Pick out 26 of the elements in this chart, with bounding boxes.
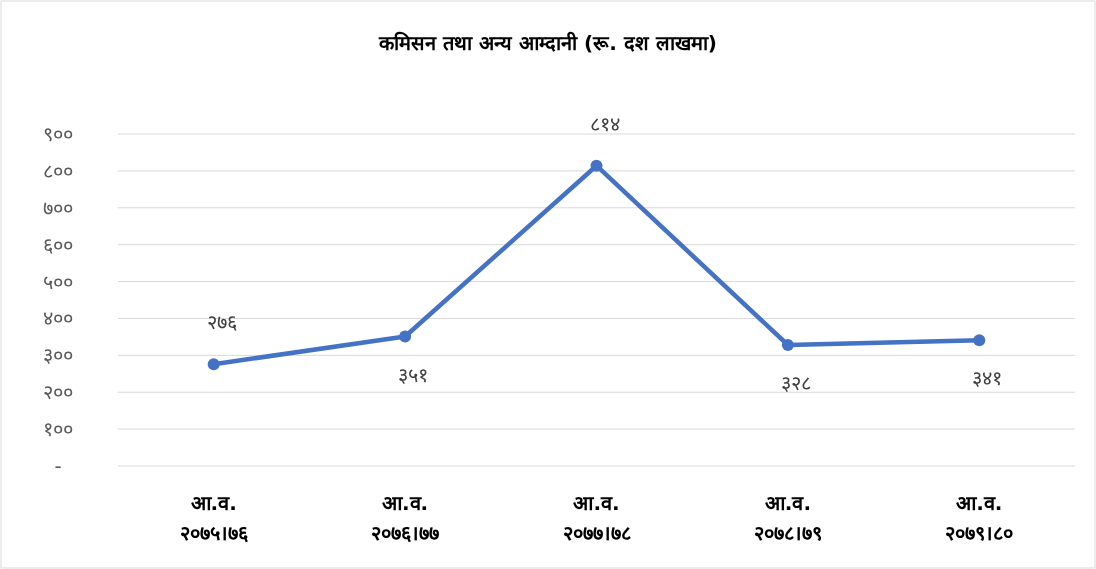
data-label: ३४१ bbox=[972, 366, 1003, 391]
x-tick-label: आ.व. २०७६।७७ bbox=[371, 491, 440, 545]
x-tick-label: आ.व. २०७५।७६ bbox=[179, 491, 249, 545]
y-tick-label: - bbox=[54, 454, 62, 478]
x-tick-label: आ.व. २०७७।७८ bbox=[562, 491, 631, 545]
chart-title: कमिसन तथा अन्य आम्दानी (रू. दश लाखमा) bbox=[378, 31, 717, 55]
data-label: ३२८ bbox=[780, 371, 811, 395]
point bbox=[973, 334, 986, 347]
data-label: २७६ bbox=[206, 310, 237, 335]
y-tick-label: ६०० bbox=[43, 232, 73, 257]
y-tick-label: २०० bbox=[43, 380, 73, 405]
y-tick-label: ३०० bbox=[43, 343, 73, 368]
y-tick-label: १०० bbox=[43, 417, 73, 442]
point bbox=[590, 159, 603, 172]
y-tick-label: ८०० bbox=[43, 158, 73, 183]
point bbox=[399, 330, 412, 343]
x-tick-label: आ.व. २०७८।७९ bbox=[753, 491, 822, 545]
y-tick-label: ९०० bbox=[43, 122, 73, 146]
y-tick-label: ७०० bbox=[43, 195, 73, 220]
y-tick-label: ४०० bbox=[43, 306, 73, 331]
data-label: ८१४ bbox=[589, 111, 620, 136]
y-tick-label: ५०० bbox=[43, 269, 73, 294]
x-tick-label: आ.व. २०७९।८० bbox=[945, 491, 1014, 545]
point bbox=[781, 339, 794, 351]
point bbox=[207, 358, 220, 371]
data-label: ३५१ bbox=[398, 362, 429, 387]
